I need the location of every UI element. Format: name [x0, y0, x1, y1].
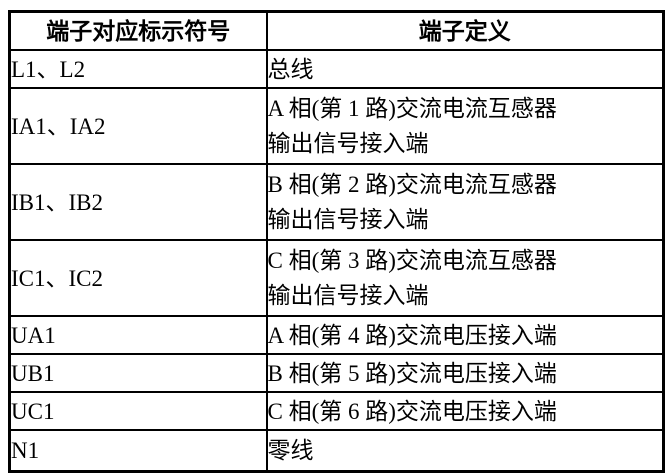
table-row: IC1、IC2 C 相(第 3 路)交流电流互感器 输出信号接入端: [8, 239, 665, 317]
terminal-definition-cell: 零线: [265, 429, 665, 472]
header-terminal-symbol: 端子对应标示符号: [8, 10, 268, 51]
terminal-symbol-cell: IA1、IA2: [8, 87, 268, 165]
terminal-symbol-cell: IC1、IC2: [8, 239, 268, 317]
terminal-definition-cell: 总线: [265, 49, 665, 89]
terminal-definition-cell: C 相(第 6 路)交流电压接入端: [265, 391, 665, 431]
terminal-definition-cell: B 相(第 2 路)交流电流互感器 输出信号接入端: [265, 163, 665, 241]
terminal-symbol-cell: IB1、IB2: [8, 163, 268, 241]
terminal-symbol-cell: UA1: [8, 315, 268, 355]
table-row: IA1、IA2 A 相(第 1 路)交流电流互感器 输出信号接入端: [8, 87, 665, 165]
table-header-row: 端子对应标示符号 端子定义: [8, 10, 665, 51]
terminal-definition-cell: A 相(第 4 路)交流电压接入端: [265, 315, 665, 355]
terminal-definition-cell: B 相(第 5 路)交流电压接入端: [265, 353, 665, 393]
terminal-definition-cell: C 相(第 3 路)交流电流互感器 输出信号接入端: [265, 239, 665, 317]
table-row: UC1 C 相(第 6 路)交流电压接入端: [8, 391, 665, 431]
terminal-symbol-cell: L1、L2: [8, 49, 268, 89]
table-row: N1 零线: [8, 429, 665, 472]
table-row: L1、L2 总线: [8, 49, 665, 89]
terminal-symbol-cell: UB1: [8, 353, 268, 393]
table-row: IB1、IB2 B 相(第 2 路)交流电流互感器 输出信号接入端: [8, 163, 665, 241]
terminal-symbol-cell: UC1: [8, 391, 268, 431]
terminal-definition-table: 端子对应标示符号 端子定义 L1、L2 总线 IA1、IA2 A 相(第 1 路…: [8, 10, 665, 473]
header-terminal-definition: 端子定义: [265, 10, 665, 51]
terminal-definition-cell: A 相(第 1 路)交流电流互感器 输出信号接入端: [265, 87, 665, 165]
terminal-symbol-cell: N1: [8, 429, 268, 472]
table-row: UB1 B 相(第 5 路)交流电压接入端: [8, 353, 665, 393]
table-row: UA1 A 相(第 4 路)交流电压接入端: [8, 315, 665, 355]
